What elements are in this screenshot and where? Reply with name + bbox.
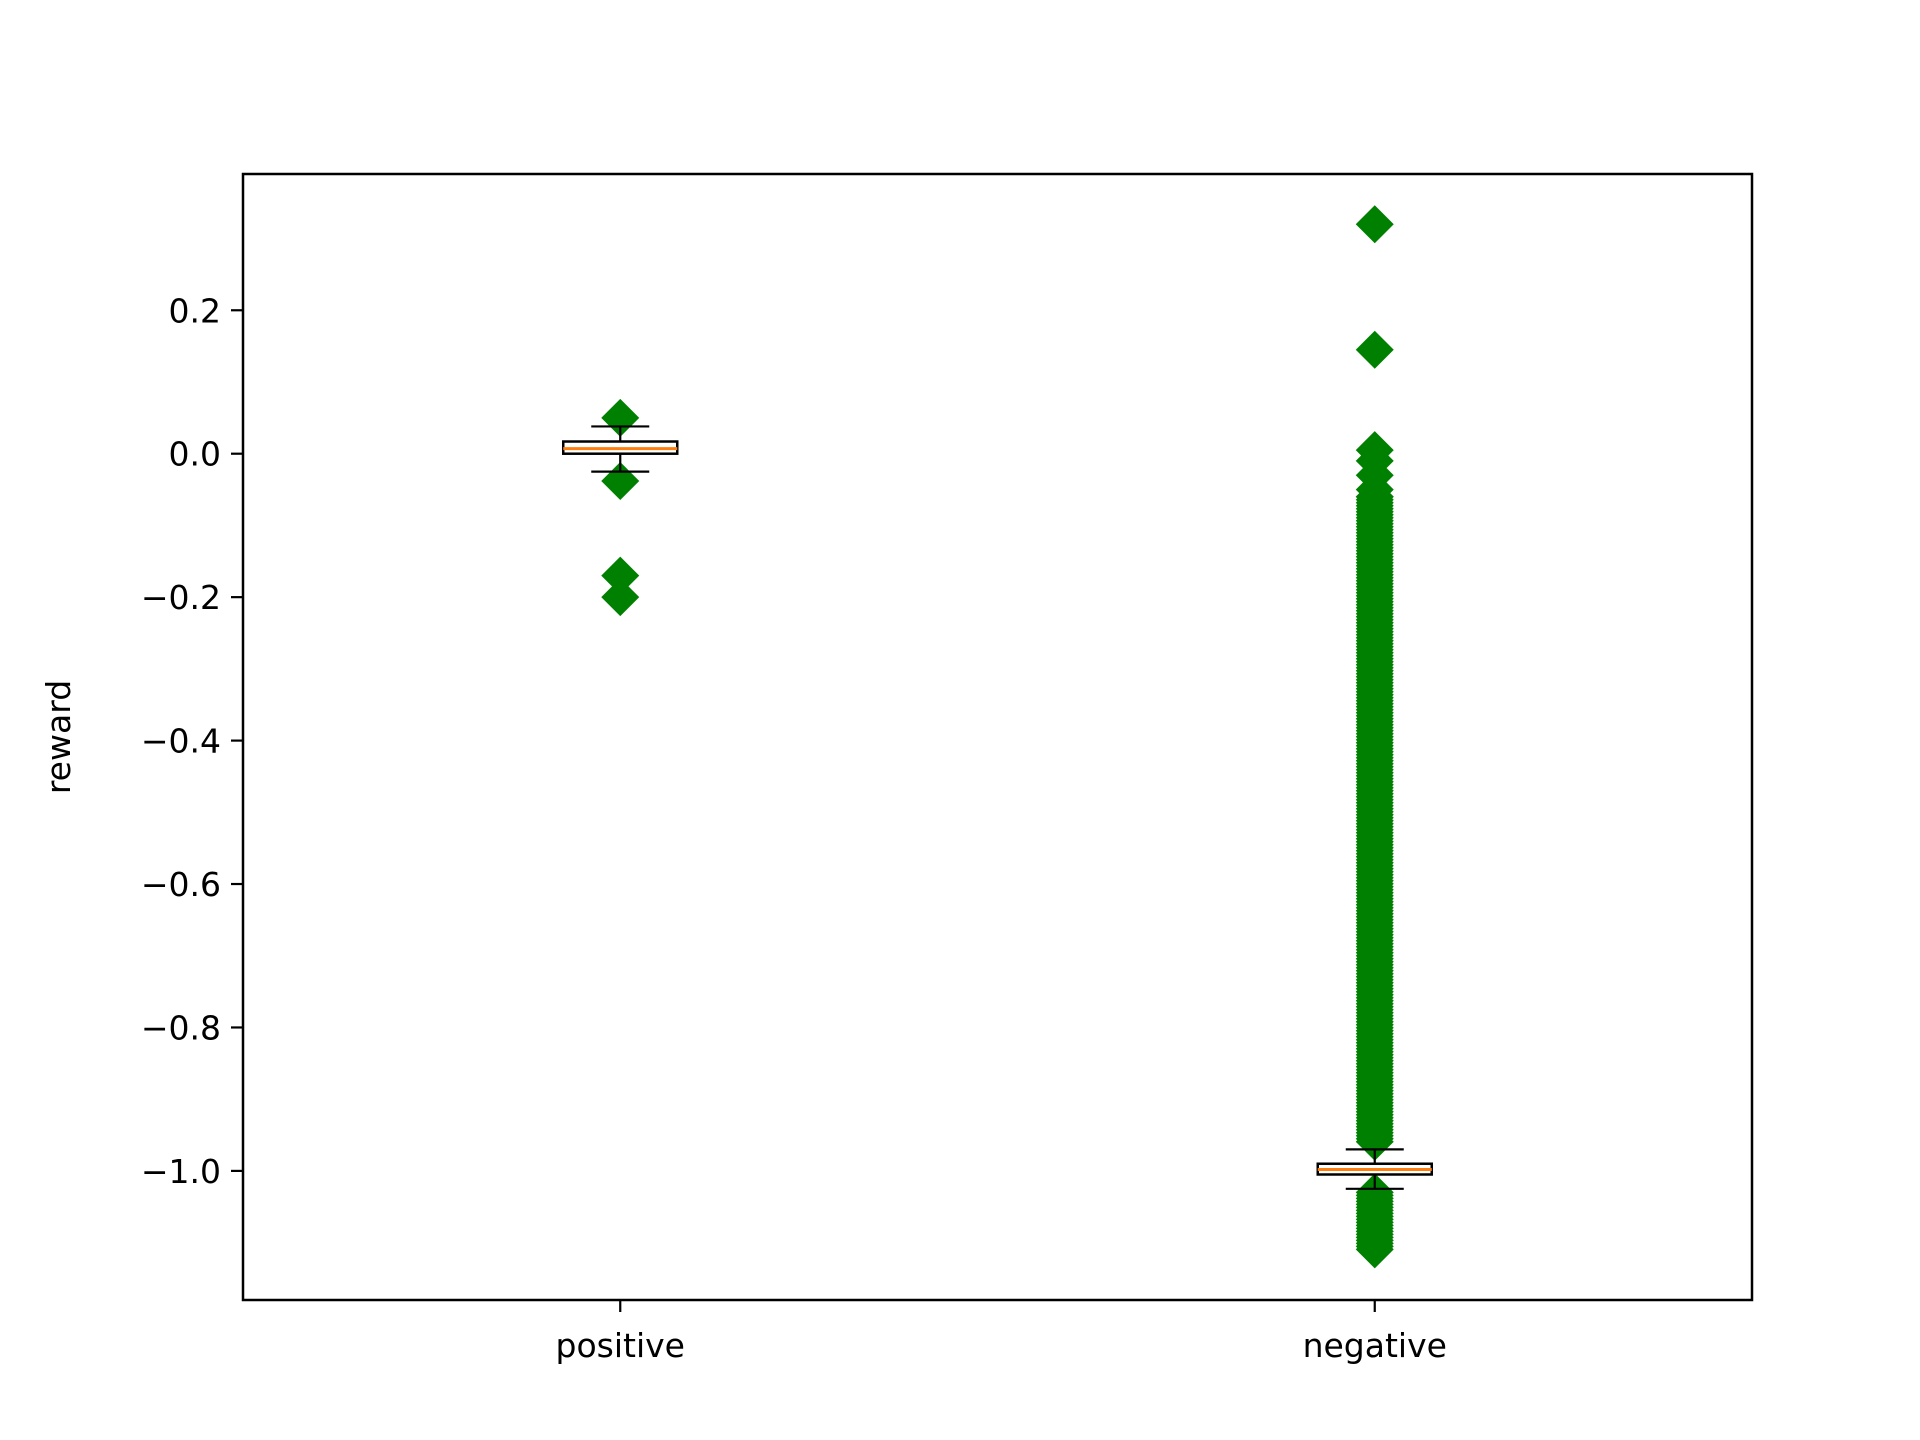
y-tick-label: 0.2 (169, 291, 221, 330)
y-tick-label: −0.6 (141, 865, 221, 904)
outlier-point (601, 578, 640, 617)
outlier-point (1355, 1230, 1394, 1269)
y-tick-label: −1.0 (141, 1152, 221, 1191)
box-negative (1316, 205, 1433, 1269)
outlier-point (1355, 205, 1394, 244)
x-tick-label-positive: positive (556, 1326, 685, 1365)
x-tick-label-negative: negative (1303, 1326, 1447, 1365)
plot-frame (241, 172, 1754, 1302)
y-axis: 0.2 0.0 −0.2 −0.4 −0.6 −0.8 −1.0 (141, 291, 243, 1191)
plot-marks (562, 205, 1433, 1269)
outlier-point (1355, 1122, 1394, 1161)
y-tick-label: −0.2 (141, 578, 221, 617)
outlier-point (1355, 477, 1394, 516)
y-tick-label: −0.4 (141, 722, 221, 761)
y-tick-label: 0.0 (169, 435, 221, 474)
y-axis-label: reward (39, 680, 78, 794)
x-axis: positive negative (556, 1300, 1447, 1365)
y-tick-label: −0.8 (141, 1008, 221, 1047)
box-positive (562, 398, 679, 617)
outlier-point (1355, 330, 1394, 369)
outlier-point (601, 556, 640, 595)
